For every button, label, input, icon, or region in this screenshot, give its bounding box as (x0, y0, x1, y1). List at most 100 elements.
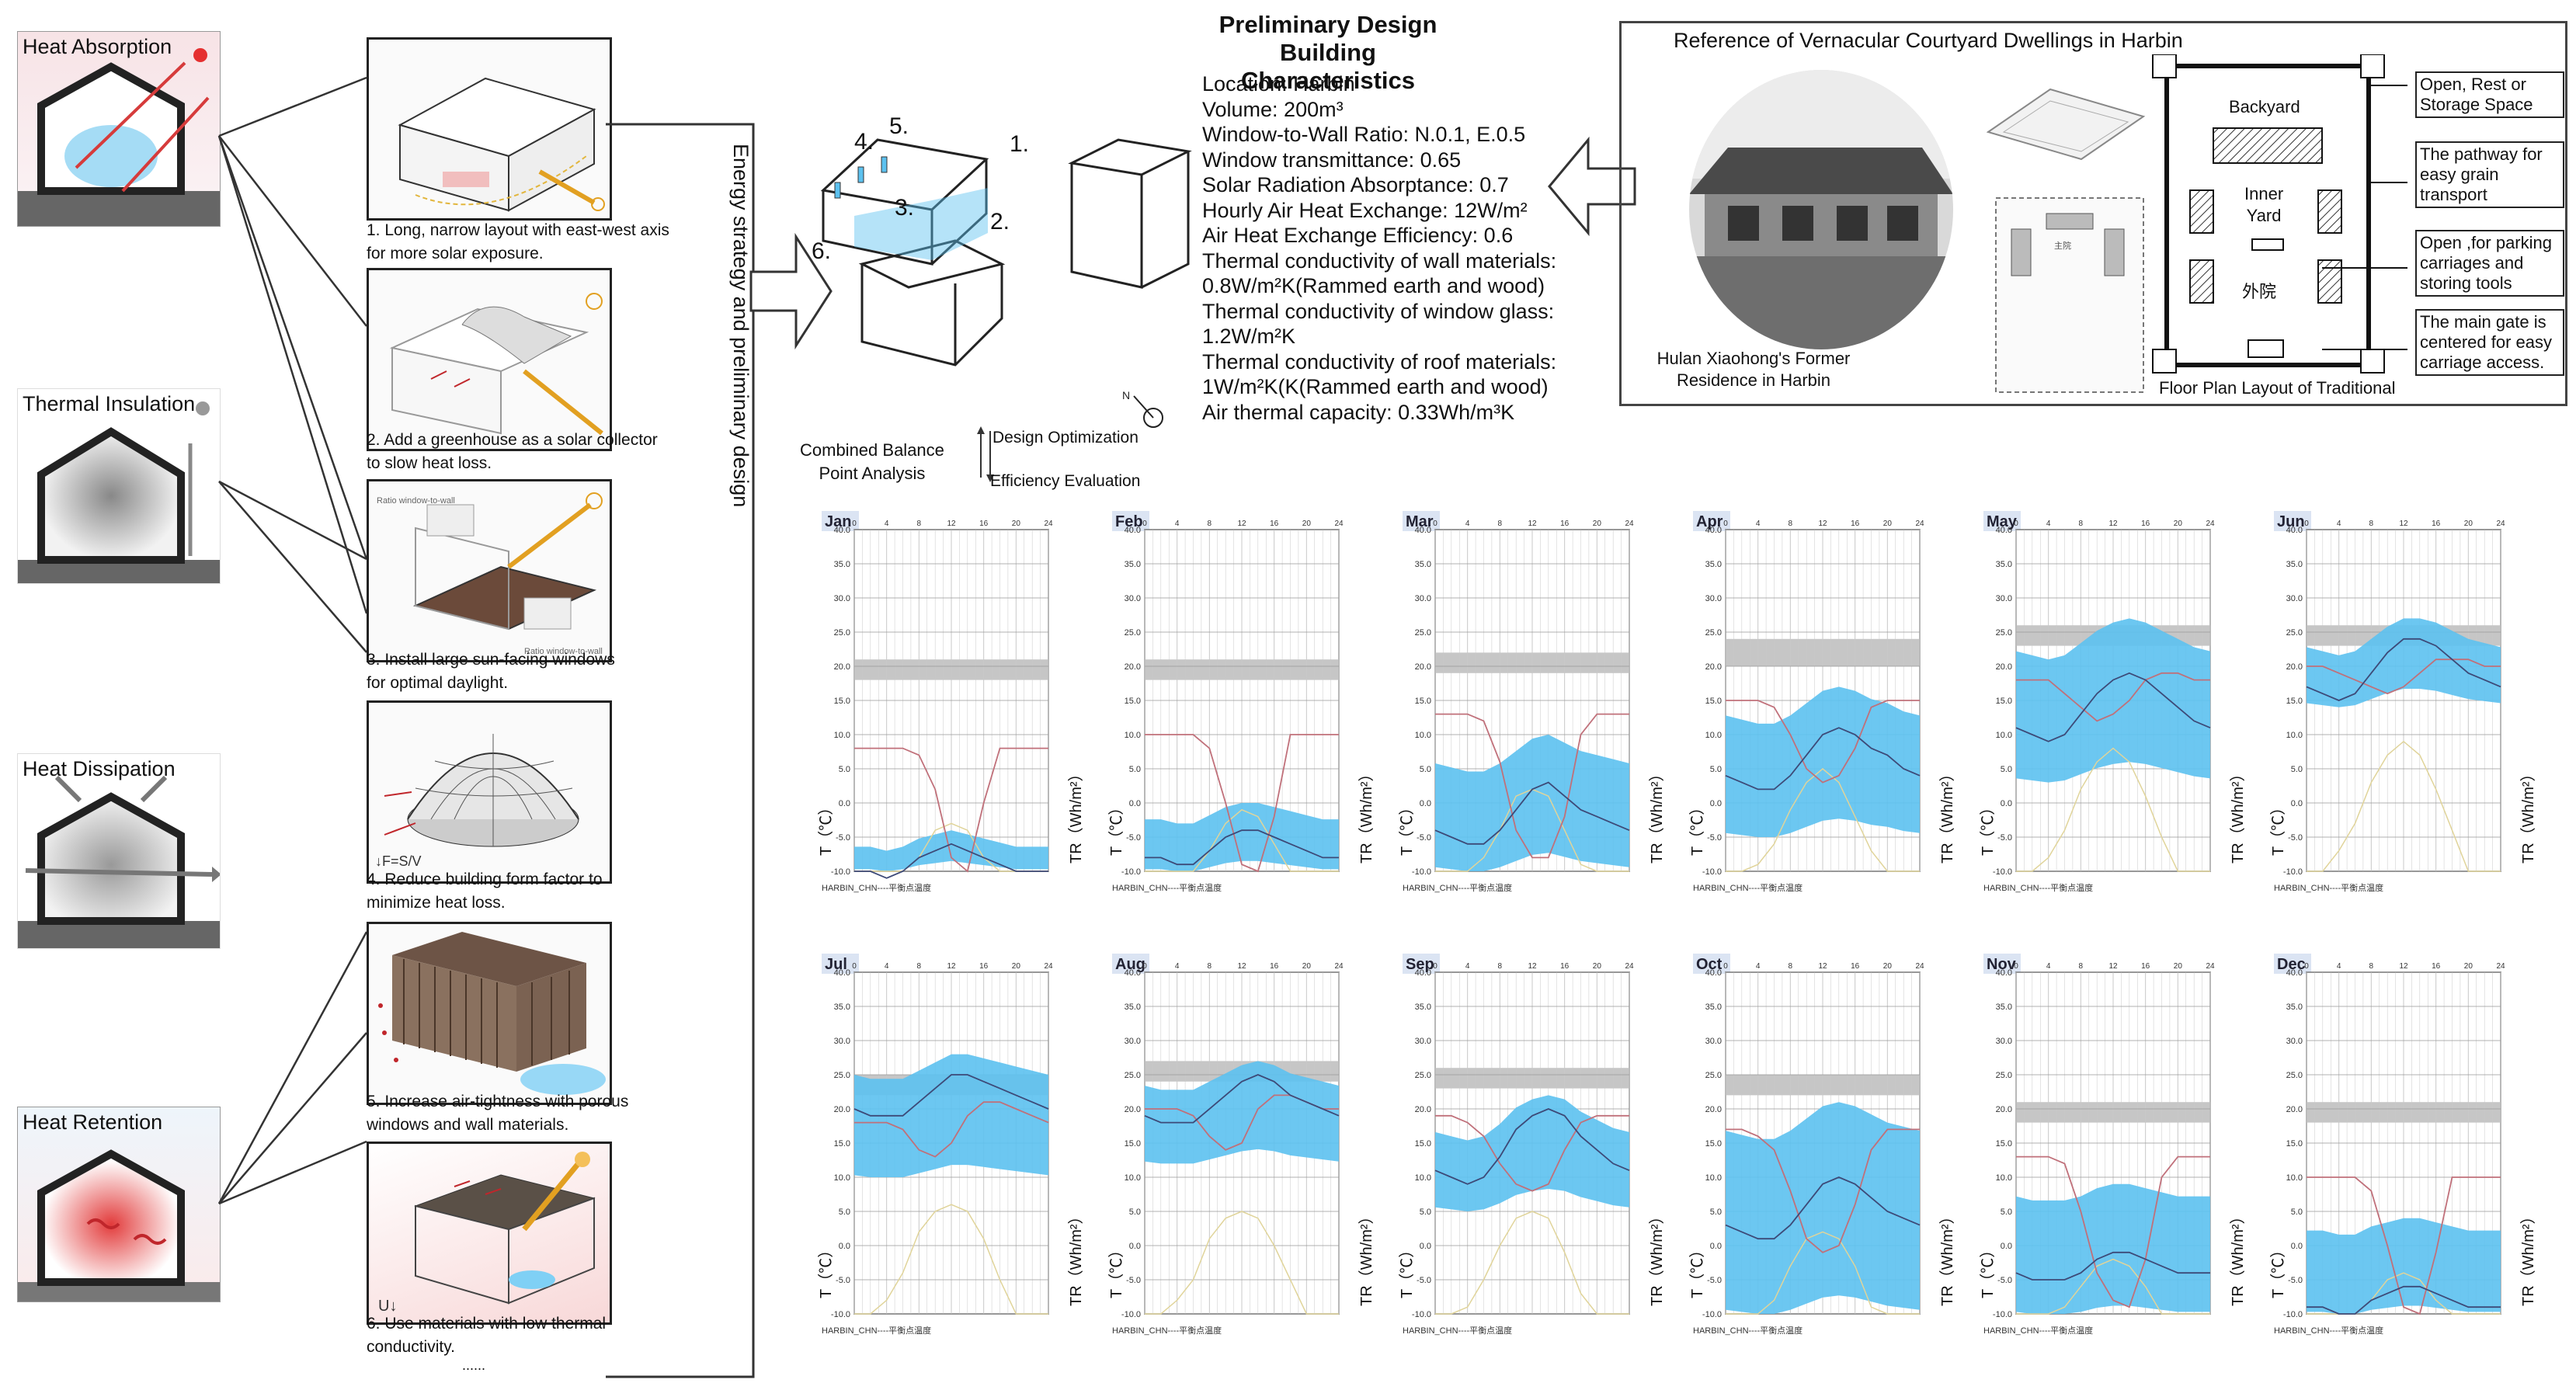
x-tick-label: 4 (1175, 962, 1180, 971)
y-tick-label: 30.0 (1125, 1037, 1141, 1046)
y2-axis-label: TR（Wh/m²） (1938, 1208, 1956, 1306)
temperature-range-area (1145, 803, 1339, 871)
y-tick-label: 15.0 (1705, 1139, 1722, 1149)
x-tick-label: 12 (1237, 962, 1246, 971)
dissipation-house-icon (18, 775, 220, 948)
measure-ellipsis: ...... (462, 1357, 486, 1373)
x-tick-label: 8 (917, 520, 922, 528)
measure-thumb-4: ↓F=S/V (367, 700, 612, 884)
insulated-house-icon (18, 401, 220, 583)
y-tick-label: 5.0 (1710, 765, 1722, 774)
low-conductivity-box-icon: U↓ (378, 1152, 596, 1315)
y-tick-label: 30.0 (834, 1037, 850, 1046)
y-tick-label: -5.0 (2288, 1276, 2303, 1285)
x-tick-label: 20 (1012, 962, 1021, 971)
month-tag-bg (2274, 954, 2311, 974)
u-value-note: U↓ (378, 1298, 397, 1315)
x-tick-label: 16 (2141, 962, 2150, 971)
greenhouse-icon (389, 293, 603, 436)
measure-thumb-1 (367, 37, 612, 221)
callout-4: The main gate is centered for easy carri… (2415, 309, 2564, 376)
strategy-heat-absorption: Heat Absorption (17, 31, 221, 227)
x-tick-label: 0 (1142, 962, 1147, 971)
temperature-range-area (854, 830, 1048, 871)
y-tick-label: 10.0 (1415, 731, 1431, 740)
y2-axis-label: TR（Wh/m²） (2519, 1208, 2537, 1306)
measure-thumb-5 (367, 922, 612, 1105)
x-tick-label: 20 (2174, 520, 2183, 528)
y-tick-label: 40.0 (1996, 968, 2012, 978)
y-tick-label: 0.0 (2291, 1242, 2303, 1251)
char-item: Hourly Air Heat Exchange: 12W/m² (1202, 198, 1528, 222)
temperature-range-area (1726, 686, 1920, 837)
y-tick-label: 5.0 (2291, 1208, 2303, 1217)
x-tick-label: 4 (885, 520, 889, 528)
x-tick-label: 0 (852, 520, 857, 528)
window-ratio-note: Ratio window-to-wall (524, 647, 603, 656)
month-label: Aug (1115, 956, 1145, 973)
massing-number: 2. (990, 209, 1010, 235)
y-tick-label: 0.0 (1710, 799, 1722, 808)
reference-panel (1619, 21, 2567, 406)
x-tick-label: 16 (1560, 520, 1570, 528)
temperature-range-area (2016, 1183, 2210, 1314)
balance-point-line (854, 1101, 1049, 1158)
measure-thumb-6: U↓ (367, 1142, 612, 1325)
y-tick-label: 15.0 (1415, 697, 1431, 706)
photo-caption-line1: Hulan Xiaohong's Former (1656, 349, 1851, 368)
outdoor-temp-line (1725, 727, 1921, 791)
y-tick-label: -5.0 (836, 1276, 850, 1285)
x-tick-label: 12 (1528, 520, 1537, 528)
y-tick-label: 10.0 (834, 1173, 850, 1183)
callout-3: Open ,for parking carriages and storing … (2415, 230, 2564, 297)
chart-footer: HARBIN_CHN----平衡点温度 (1403, 882, 1512, 893)
x-tick-label: 0 (2304, 520, 2309, 528)
y-tick-label: -5.0 (1126, 1276, 1141, 1285)
x-tick-label: 16 (1270, 520, 1279, 528)
arrow-left-icon (1548, 136, 1636, 237)
photo-caption-line2: Residence in Harbin (1676, 370, 1831, 390)
y-tick-label: -5.0 (1417, 1276, 1431, 1285)
x-tick-label: 16 (1270, 962, 1279, 971)
y-tick-label: 15.0 (1125, 697, 1141, 706)
solar-radiation-line (2016, 1258, 2210, 1315)
y-tick-label: -10.0 (1412, 1310, 1431, 1319)
svg-text:N: N (1122, 389, 1130, 401)
x-tick-label: 8 (917, 962, 922, 971)
floor-plan-diagram (2152, 54, 2407, 374)
char-item: Solar Radiation Absorptance: 0.7 (1202, 173, 1509, 196)
x-tick-label: 8 (2369, 962, 2374, 971)
x-tick-label: 8 (1208, 520, 1212, 528)
y-tick-label: 35.0 (2286, 560, 2303, 569)
month-label: Dec (2277, 956, 2306, 973)
outdoor-temp-line (1145, 829, 1339, 866)
y-tick-label: 25.0 (1996, 1071, 2012, 1080)
retention-house-icon (18, 1149, 220, 1301)
y-tick-label: 10.0 (1125, 1173, 1141, 1183)
x-tick-label: 24 (2496, 520, 2505, 528)
y-tick-label: 0.0 (2001, 1242, 2012, 1251)
strategy-thermal-insulation: Thermal Insulation (17, 388, 221, 584)
inner-yard-label: Inner Yard (2244, 183, 2283, 227)
month-tag-bg (2274, 511, 2311, 531)
dome-form-factor-icon: ↓F=S/V (375, 734, 579, 869)
y-tick-label: 20.0 (1415, 662, 1431, 672)
month-label: Nov (1987, 956, 2017, 973)
x-tick-label: 4 (1175, 520, 1180, 528)
photo-caption: Hulan Xiaohong's Former Residence in Har… (1653, 348, 1855, 391)
x-tick-label: 24 (1334, 520, 1344, 528)
y-tick-label: 30.0 (1125, 594, 1141, 603)
x-tick-label: 0 (1723, 520, 1728, 528)
char-item: Air Heat Exchange Efficiency: 0.6 (1202, 224, 1514, 247)
y2-axis-label: TR（Wh/m²） (1067, 1208, 1085, 1306)
month-tag-bg (1693, 954, 1730, 974)
y-tick-label: 35.0 (1415, 560, 1431, 569)
y-tick-label: 5.0 (2001, 765, 2012, 774)
y-tick-label: 40.0 (2286, 526, 2303, 535)
callout-2: The pathway for easy grain transport (2415, 141, 2564, 208)
cycle-arrows-icon (977, 426, 994, 482)
y-axis-label: T（℃） (2269, 1242, 2287, 1298)
y-tick-label: 5.0 (1710, 1208, 1722, 1217)
